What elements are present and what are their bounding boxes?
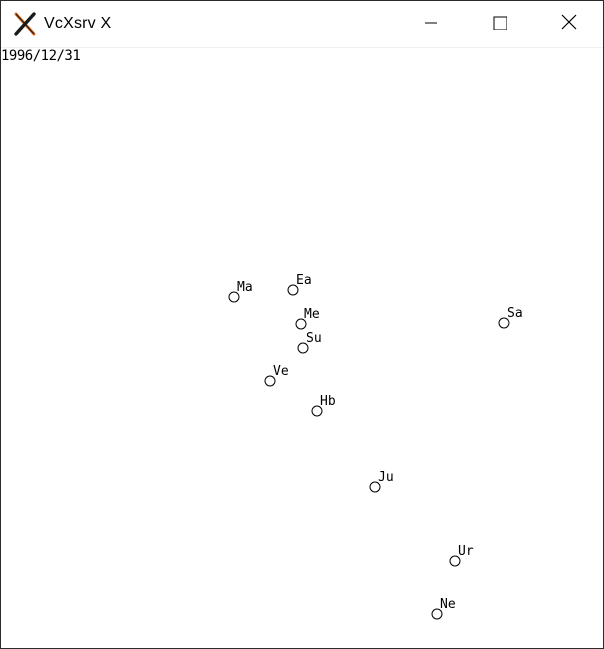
body-circle: [498, 317, 510, 329]
body-marker-sa: Sa: [498, 306, 523, 329]
orbit-plot: Ma Ea Me Su Ve Hb Sa Ju Ur Ne: [228, 273, 523, 620]
body-label: Me: [304, 307, 320, 322]
body-circle: [295, 318, 307, 330]
minimize-button[interactable]: [396, 1, 465, 47]
title-bar[interactable]: VcXsrv X: [1, 1, 603, 48]
body-marker-ve: Ve: [264, 364, 289, 387]
body-label: Su: [306, 331, 322, 346]
body-marker-su: Su: [297, 331, 322, 354]
body-label: Sa: [507, 306, 523, 321]
client-area[interactable]: 1996/12/31 Ma Ea Me Su Ve Hb Sa Ju Ur Ne: [1, 48, 603, 648]
body-marker-ne: Ne: [431, 597, 456, 620]
close-icon: [561, 14, 577, 34]
body-label: Ne: [440, 597, 456, 612]
x-logo-icon: [12, 11, 38, 37]
minimize-icon: [424, 15, 438, 34]
body-marker-ea: Ea: [287, 273, 312, 296]
body-circle: [228, 291, 240, 303]
body-label: Ju: [378, 470, 394, 485]
maximize-button[interactable]: [465, 1, 534, 47]
window-title: VcXsrv X: [44, 15, 112, 32]
body-marker-ur: Ur: [449, 544, 474, 567]
body-marker-me: Me: [295, 307, 320, 330]
body-circle: [311, 405, 323, 417]
body-circle: [264, 375, 276, 387]
body-circle: [431, 608, 443, 620]
date-readout: 1996/12/31: [1, 48, 81, 64]
body-marker-hb: Hb: [311, 394, 336, 417]
maximize-icon: [493, 15, 507, 34]
body-circle: [287, 284, 299, 296]
body-marker-ju: Ju: [369, 470, 394, 493]
body-circle: [297, 342, 309, 354]
body-circle: [449, 555, 461, 567]
window-controls: [396, 1, 603, 47]
body-circle: [369, 481, 381, 493]
body-marker-ma: Ma: [228, 280, 253, 303]
body-label: Ur: [458, 544, 474, 559]
close-button[interactable]: [534, 1, 603, 47]
body-label: Ma: [237, 280, 253, 295]
body-label: Hb: [320, 394, 336, 409]
body-label: Ve: [273, 364, 289, 379]
body-label: Ea: [296, 273, 312, 288]
